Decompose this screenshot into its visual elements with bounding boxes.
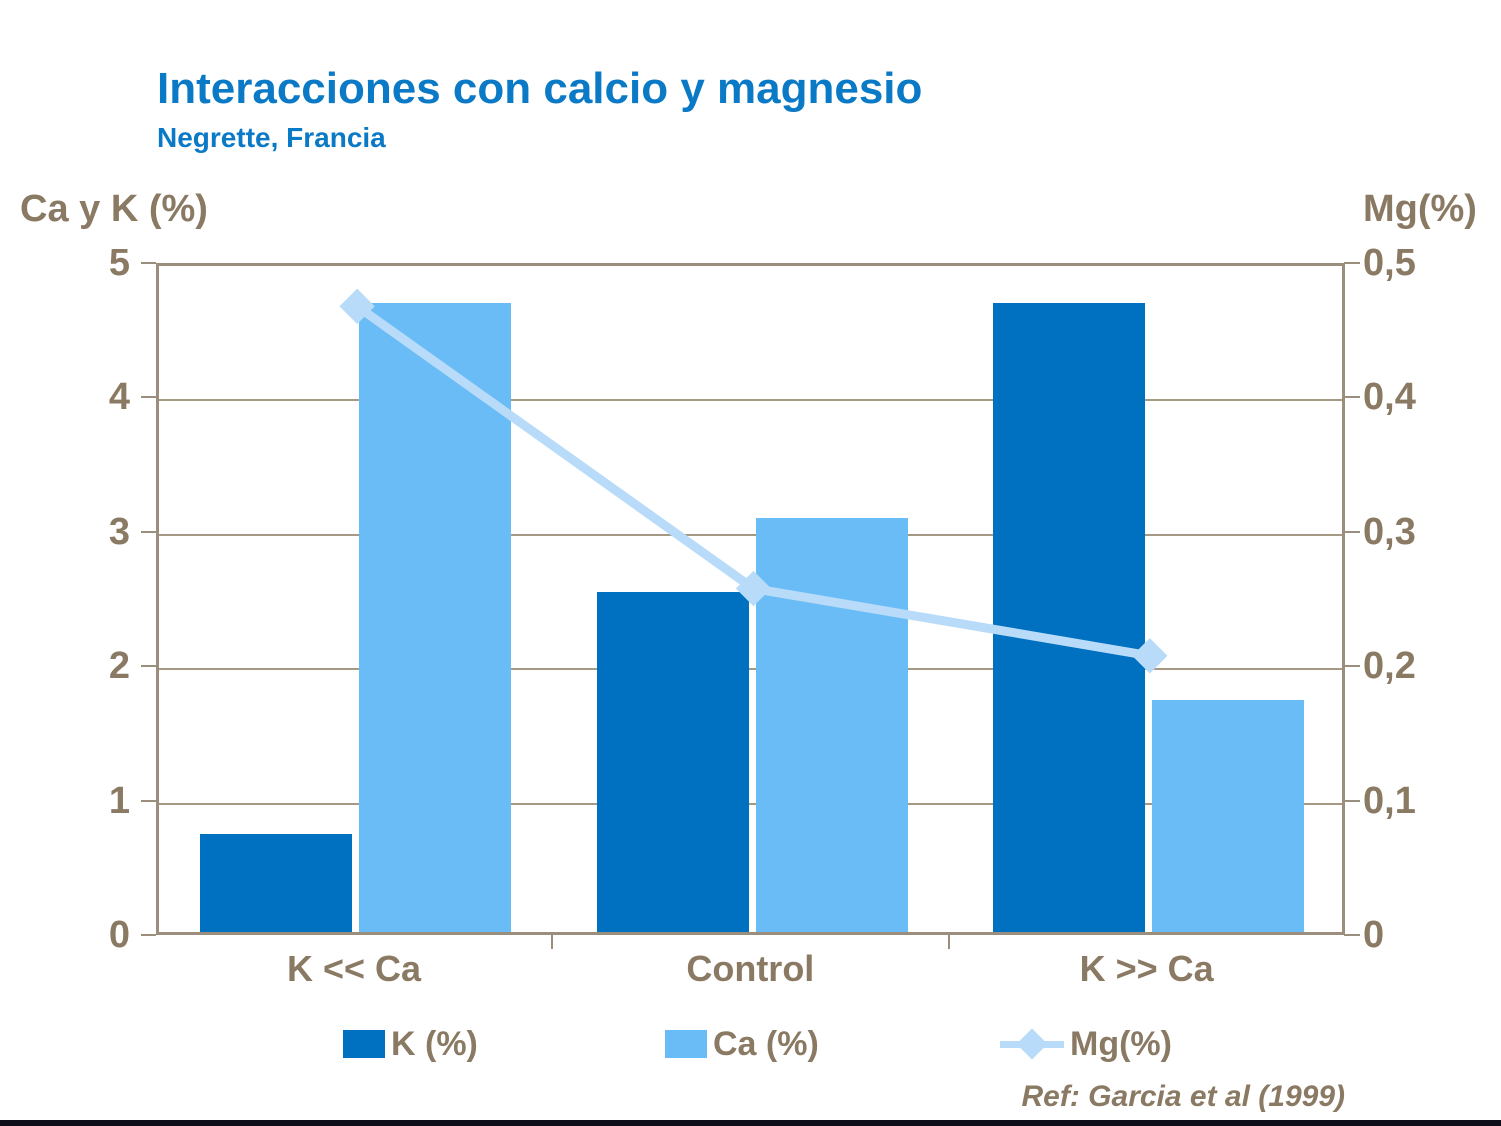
- left-axis-tick-label: 3: [108, 510, 130, 553]
- right-axis-tick-label: 0,4: [1363, 376, 1416, 419]
- legend: K (%) Ca (%) Mg(%): [0, 1020, 1501, 1068]
- category-label: K << Ca: [286, 948, 422, 989]
- gridline: [159, 668, 1342, 671]
- mg-series-swatch: [1000, 1028, 1064, 1060]
- axis-tick: [1344, 665, 1360, 668]
- axis-tick: [1344, 799, 1360, 802]
- axis-tick: [141, 799, 156, 802]
- page-subtitle: Negrette, Francia: [157, 122, 386, 153]
- diamond-marker-icon: [1016, 1028, 1048, 1060]
- bar-ca-0: [359, 303, 512, 932]
- gridline: [159, 802, 1342, 805]
- legend-item-ca: Ca (%): [665, 1020, 819, 1068]
- diamond-marker-icon: [1132, 638, 1168, 674]
- axis-tick: [141, 934, 156, 936]
- category-label: K >> Ca: [1079, 948, 1214, 989]
- legend-item-k: K (%): [343, 1020, 478, 1068]
- legend-label-k: K (%): [391, 1024, 478, 1063]
- legend-item-mg: Mg(%): [1000, 1020, 1172, 1068]
- k-series-swatch: [343, 1030, 385, 1058]
- axis-tick: [141, 665, 156, 668]
- left-axis-title: Ca y K (%): [20, 188, 208, 230]
- ca-series-swatch: [665, 1030, 707, 1058]
- mg-line-series: [339, 288, 1168, 674]
- bar-ca-1: [755, 518, 908, 932]
- page-title: Interacciones con calcio y magnesio: [157, 64, 923, 113]
- right-axis-tick-label: 0,1: [1363, 779, 1416, 822]
- legend-label-ca: Ca (%): [713, 1024, 819, 1063]
- axis-tick: [141, 262, 156, 264]
- axis-tick: [1344, 530, 1360, 533]
- right-axis-tick-label: 0,3: [1363, 510, 1416, 553]
- left-axis-tick-label: 2: [108, 645, 130, 688]
- bar-k-0: [200, 834, 353, 932]
- left-axis-tick-label: 5: [108, 242, 130, 284]
- bar-ca-2: [1151, 699, 1304, 932]
- right-axis-title: Mg(%): [1363, 188, 1477, 230]
- bar-k-1: [596, 592, 749, 932]
- right-axis-tick-label: 0,5: [1363, 242, 1416, 284]
- axis-tick: [1344, 262, 1360, 264]
- left-axis-tick-label: 1: [108, 779, 130, 822]
- gridline: [159, 533, 1342, 536]
- category-boundary-tick: [947, 935, 950, 949]
- axis-tick: [141, 530, 156, 533]
- category-boundary-tick: [551, 935, 554, 949]
- legend-label-mg: Mg(%): [1070, 1024, 1172, 1063]
- right-axis-tick-label: 0: [1363, 914, 1385, 956]
- right-axis-tick-label: 0,2: [1363, 645, 1416, 688]
- bottom-accent-bar: [0, 1120, 1501, 1126]
- diamond-marker-icon: [735, 570, 772, 607]
- gridline: [159, 399, 1342, 402]
- plot-area: [156, 263, 1345, 935]
- bar-k-2: [992, 303, 1145, 932]
- axis-tick: [141, 396, 156, 399]
- category-label: Control: [686, 948, 815, 989]
- diamond-marker-icon: [339, 288, 375, 324]
- axis-tick: [1344, 934, 1360, 936]
- reference-text: Ref: Garcia et al (1999): [1021, 1080, 1345, 1113]
- axis-tick: [1344, 396, 1360, 399]
- left-axis-tick-label: 4: [108, 376, 130, 419]
- left-axis-tick-label: 0: [108, 914, 130, 956]
